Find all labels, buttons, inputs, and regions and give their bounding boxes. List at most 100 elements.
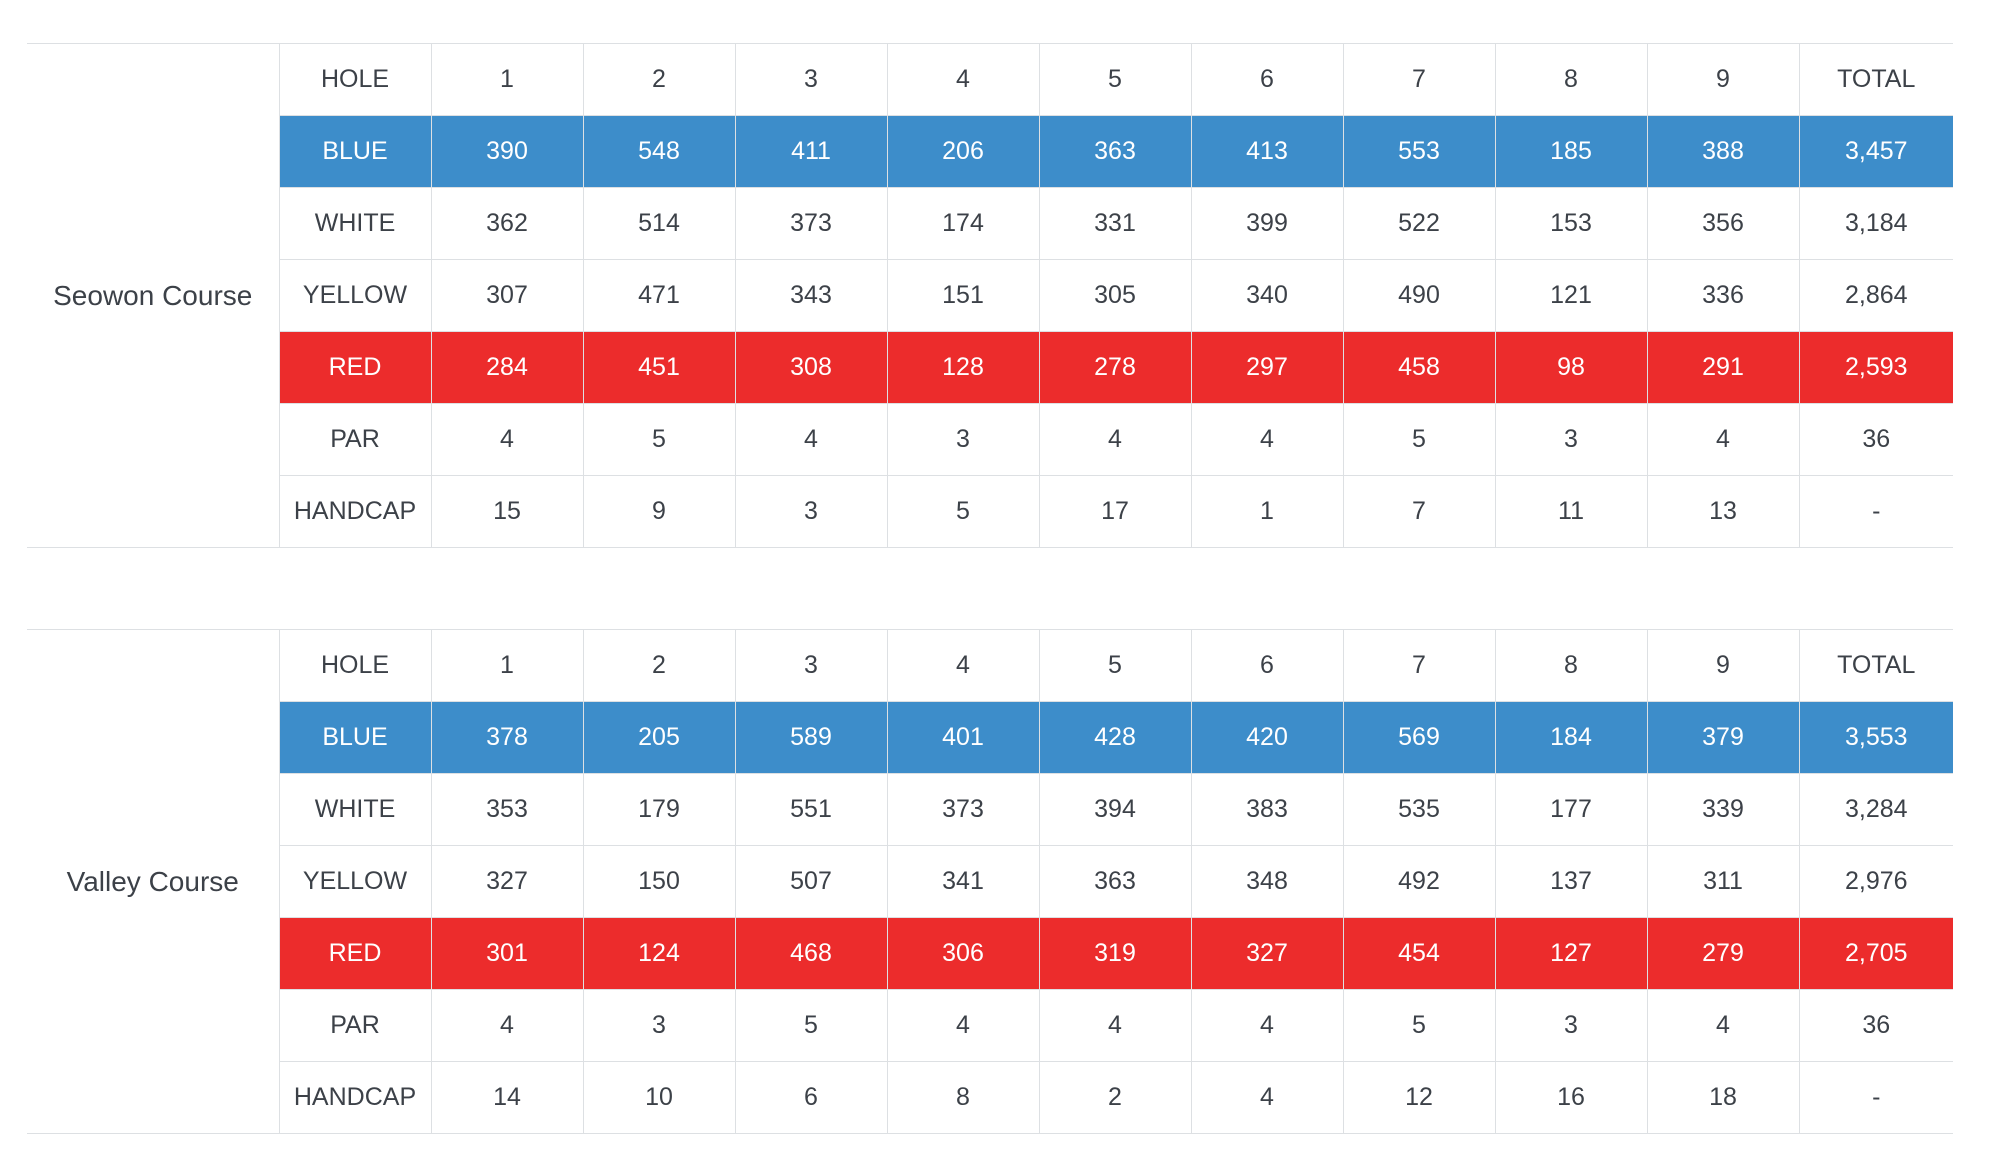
hole-number-cell: 2	[582, 629, 736, 702]
value-cell: 5	[582, 403, 736, 476]
value-cell: 383	[1190, 773, 1344, 846]
value-cell: 307	[430, 259, 584, 332]
hole-number-cell: 2	[582, 43, 736, 116]
value-cell: 150	[582, 845, 736, 918]
value-cell: 6	[734, 1061, 888, 1134]
hole-number-cell: 9	[1646, 43, 1800, 116]
hole-header-cell: HOLE	[278, 629, 432, 702]
value-cell: 553	[1342, 115, 1496, 188]
value-cell: 5	[1342, 989, 1496, 1062]
row-label-cell: YELLOW	[279, 845, 432, 918]
value-cell: 3	[734, 475, 888, 548]
value-cell: 378	[430, 701, 584, 774]
value-cell: 3	[1494, 403, 1648, 476]
value-cell: 124	[582, 917, 736, 990]
value-cell: 401	[886, 701, 1040, 774]
value-cell: 319	[1038, 917, 1192, 990]
value-cell: 343	[734, 259, 888, 332]
value-cell: 137	[1494, 845, 1648, 918]
row-yellow: YELLOW 307 471 343 151 305 340 490 121 336 2,864	[27, 259, 1953, 332]
value-cell: 13	[1646, 475, 1800, 548]
hole-number-cell: 5	[1038, 629, 1192, 702]
row-label-cell: RED	[279, 331, 432, 404]
value-cell: 4	[1190, 403, 1344, 476]
value-cell: 548	[582, 115, 736, 188]
value-cell: 327	[430, 845, 584, 918]
total-cell: 36	[1798, 403, 1953, 476]
value-cell: 4	[734, 403, 888, 476]
value-cell: 308	[734, 331, 888, 404]
hole-number-cell: 8	[1494, 43, 1648, 116]
course-name-cell: Seowon Course	[27, 43, 280, 548]
row-white: WHITE 362 514 373 174 331 399 522 153 356 3,184	[27, 187, 1953, 260]
value-cell: 3	[886, 403, 1040, 476]
total-cell: 2,593	[1798, 331, 1953, 404]
hole-number-cell: 6	[1190, 43, 1344, 116]
value-cell: 12	[1342, 1061, 1496, 1134]
value-cell: 5	[886, 475, 1040, 548]
value-cell: 394	[1038, 773, 1192, 846]
total-cell: 2,705	[1798, 917, 1953, 990]
value-cell: 184	[1494, 701, 1648, 774]
row-blue: BLUE 390 548 411 206 363 413 553 185 388 3,457	[27, 115, 1953, 188]
value-cell: 348	[1190, 845, 1344, 918]
value-cell: 589	[734, 701, 888, 774]
course-name-cell: Valley Course	[27, 629, 280, 1134]
value-cell: 420	[1190, 701, 1344, 774]
total-cell: 3,184	[1798, 187, 1953, 260]
value-cell: 336	[1646, 259, 1800, 332]
value-cell: 291	[1646, 331, 1800, 404]
hole-number-cell: 7	[1342, 629, 1496, 702]
total-cell: -	[1798, 475, 1953, 548]
value-cell: 363	[1038, 845, 1192, 918]
value-cell: 373	[886, 773, 1040, 846]
value-cell: 306	[886, 917, 1040, 990]
value-cell: 301	[430, 917, 584, 990]
value-cell: 127	[1494, 917, 1648, 990]
value-cell: 98	[1494, 331, 1648, 404]
value-cell: 151	[886, 259, 1040, 332]
value-cell: 9	[582, 475, 736, 548]
value-cell: 10	[582, 1061, 736, 1134]
hole-header-cell: HOLE	[278, 43, 432, 116]
hole-number-cell: 9	[1646, 629, 1800, 702]
value-cell: 18	[1646, 1061, 1800, 1134]
hole-number-cell: 5	[1038, 43, 1192, 116]
row-yellow: YELLOW 327 150 507 341 363 348 492 137 311 2,976	[27, 845, 1953, 918]
value-cell: 7	[1342, 475, 1496, 548]
value-cell: 341	[886, 845, 1040, 918]
hole-number-cell: 6	[1190, 629, 1344, 702]
value-cell: 279	[1646, 917, 1800, 990]
hole-number-cell: 3	[734, 629, 888, 702]
value-cell: 5	[734, 989, 888, 1062]
value-cell: 454	[1342, 917, 1496, 990]
row-label-cell: RED	[279, 917, 432, 990]
hole-number-cell: 3	[734, 43, 888, 116]
value-cell: 4	[1646, 989, 1800, 1062]
value-cell: 468	[734, 917, 888, 990]
value-cell: 363	[1038, 115, 1192, 188]
value-cell: 379	[1646, 701, 1800, 774]
value-cell: 121	[1494, 259, 1648, 332]
value-cell: 4	[1038, 989, 1192, 1062]
value-cell: 1	[1190, 475, 1344, 548]
value-cell: 362	[430, 187, 584, 260]
row-label-cell: HANDCAP	[279, 475, 432, 548]
value-cell: 4	[1646, 403, 1800, 476]
row-label-cell: PAR	[279, 403, 432, 476]
value-cell: 4	[1190, 989, 1344, 1062]
value-cell: 356	[1646, 187, 1800, 260]
value-cell: 4	[1190, 1061, 1344, 1134]
value-cell: 507	[734, 845, 888, 918]
value-cell: 284	[430, 331, 584, 404]
value-cell: 278	[1038, 331, 1192, 404]
hole-number-cell: 1	[430, 629, 584, 702]
value-cell: 551	[734, 773, 888, 846]
value-cell: 2	[1038, 1061, 1192, 1134]
total-cell: 3,284	[1798, 773, 1953, 846]
hole-number-cell: 8	[1494, 629, 1648, 702]
